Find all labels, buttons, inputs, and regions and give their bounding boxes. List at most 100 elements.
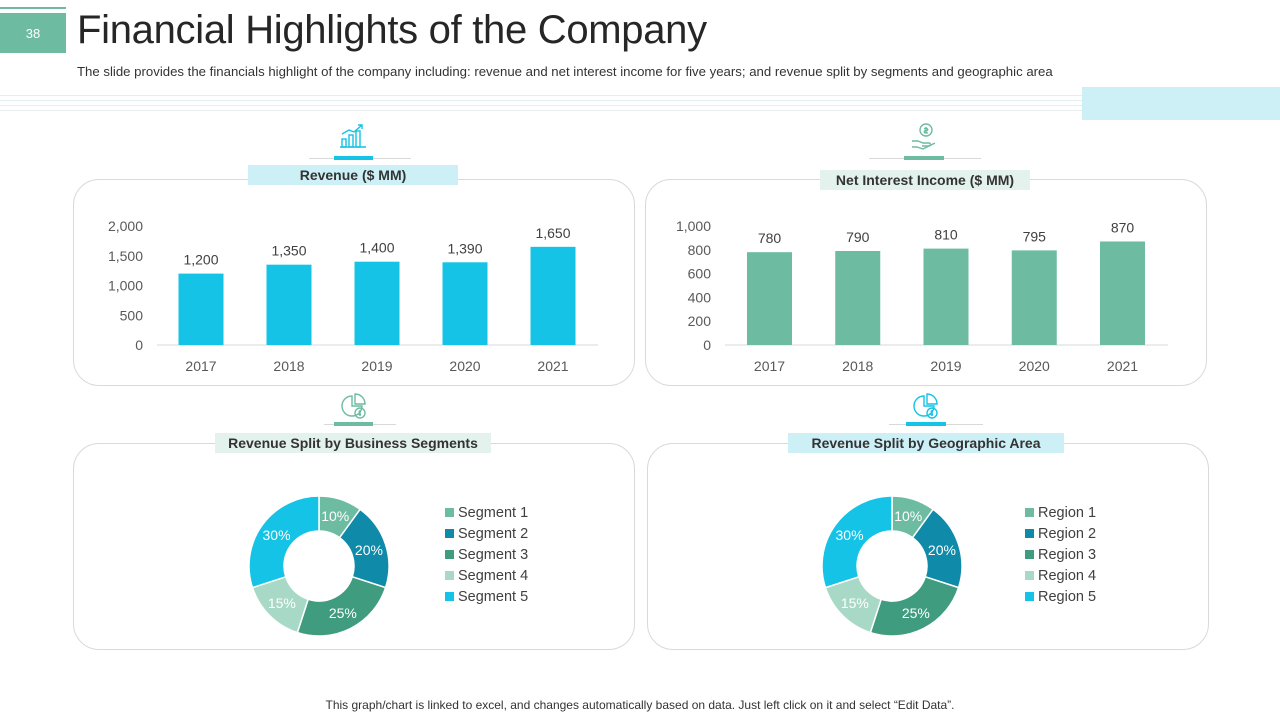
legend-label: Segment 2 [458,526,528,542]
business-segments-donut-chart: 10% 20% 25% 15% 30% Segment 1 Segment 2 Segment… [248,495,528,637]
slice-value-label: 15% [268,595,296,611]
divider-line [0,95,1280,96]
legend-swatch [1025,529,1034,538]
page-number: 38 [25,25,41,41]
bar-value-label: 1,400 [359,240,394,256]
legend-label: Region 4 [1038,568,1096,584]
legend-swatch [1025,571,1034,580]
bar-value-label: 1,650 [535,225,570,241]
x-tick-label: 2020 [1019,358,1050,374]
bar-value-label: 780 [758,230,782,246]
y-tick-label: 1,000 [676,218,711,234]
y-tick-label: 800 [688,242,712,258]
slice-value-label: 25% [329,605,357,621]
legend-label: Region 3 [1038,547,1096,563]
pie-dollar-icon [912,392,940,420]
legend-swatch [445,508,454,517]
revenue-bar-chart: 0 500 1,000 1,500 2,000 1,200 2017 1,350 2018 1,4… [108,218,598,374]
bar-2018 [835,250,881,345]
x-tick-label: 2018 [273,358,304,374]
bar-value-label: 870 [1111,219,1135,235]
slice-value-label: 25% [902,605,930,621]
bar-2020 [442,262,488,345]
x-tick-label: 2021 [1107,358,1138,374]
legend-swatch [445,550,454,559]
slice-value-label: 10% [321,508,349,524]
legend-label: Segment 5 [458,589,528,605]
x-tick-label: 2020 [449,358,480,374]
legend-label: Segment 4 [458,568,528,584]
y-tick-label: 200 [688,313,712,329]
y-tick-label: 2,000 [108,218,143,234]
slice-value-label: 30% [263,527,291,543]
bar-2021 [530,246,576,345]
legend-swatch [1025,592,1034,601]
divider-line [0,100,1280,101]
x-tick-label: 2017 [185,358,216,374]
bar-2020 [1011,250,1057,345]
legend-swatch [1025,550,1034,559]
revenue-chart-title: Revenue ($ MM) [248,165,458,185]
bar-2017 [747,252,792,345]
growth-chart-icon [339,122,367,150]
legend-label: Region 2 [1038,526,1096,542]
x-tick-label: 2019 [361,358,392,374]
x-tick-label: 2021 [537,358,568,374]
connector-bar [906,422,946,426]
page-number-badge: 38 [0,13,66,53]
page-number-accent-line [0,7,66,9]
connector-bar [334,156,373,160]
y-tick-label: 400 [688,289,712,305]
x-tick-label: 2017 [754,358,785,374]
donut-slice-5 [248,495,320,589]
header-accent-block [1082,87,1280,120]
legend-swatch [445,571,454,580]
legend-label: Region 1 [1038,505,1096,521]
x-tick-label: 2018 [842,358,873,374]
y-tick-label: 1,000 [108,278,143,294]
y-tick-label: 500 [120,307,144,323]
net-interest-income-chart-title: Net Interest Income ($ MM) [820,170,1030,190]
divider-line [0,110,1280,111]
bar-value-label: 1,200 [183,252,218,268]
bar-2017 [178,273,224,345]
bar-value-label: 795 [1023,228,1047,244]
y-tick-label: 600 [688,266,712,282]
geographic-area-donut-chart: 10% 20% 25% 15% 30% Region 1 Region 2 Region 3 R… [821,495,1096,637]
legend-label: Region 5 [1038,589,1096,605]
page-subtitle: The slide provides the financials highli… [77,64,1053,79]
slice-value-label: 10% [894,508,922,524]
y-tick-label: 1,500 [108,248,143,264]
slice-value-label: 15% [841,595,869,611]
bar-value-label: 810 [934,227,958,243]
geographic-area-chart-title: Revenue Split by Geographic Area [788,433,1064,453]
money-hand-icon [910,122,938,150]
bar-2021 [1100,241,1145,345]
bar-2018 [266,264,312,345]
divider-line [0,105,1280,106]
pie-dollar-icon [340,392,368,420]
x-tick-label: 2019 [930,358,961,374]
legend-swatch [445,592,454,601]
business-segments-chart-title: Revenue Split by Business Segments [215,433,491,453]
legend-label: Segment 1 [458,505,528,521]
y-tick-label: 0 [703,337,711,353]
legend-swatch [445,529,454,538]
net-interest-income-bar-chart: 0 200 400 600 800 1,000 780 2017 790 2018 810 2019 7… [676,218,1168,374]
page-title: Financial Highlights of the Company [77,8,707,52]
bar-2019 [923,248,969,345]
y-tick-label: 0 [135,337,143,353]
legend-swatch [1025,508,1034,517]
bar-value-label: 790 [846,229,870,245]
bar-value-label: 1,350 [271,243,306,259]
connector-bar [334,422,373,426]
legend-label: Segment 3 [458,547,528,563]
slice-value-label: 30% [836,527,864,543]
slice-value-label: 20% [355,542,383,558]
slice-value-label: 20% [928,542,956,558]
footer-note: This graph/chart is linked to excel, and… [325,698,955,712]
donut-slice-5 [821,495,893,589]
connector-bar [904,156,944,160]
bar-value-label: 1,390 [447,240,482,256]
bar-2019 [354,261,400,345]
